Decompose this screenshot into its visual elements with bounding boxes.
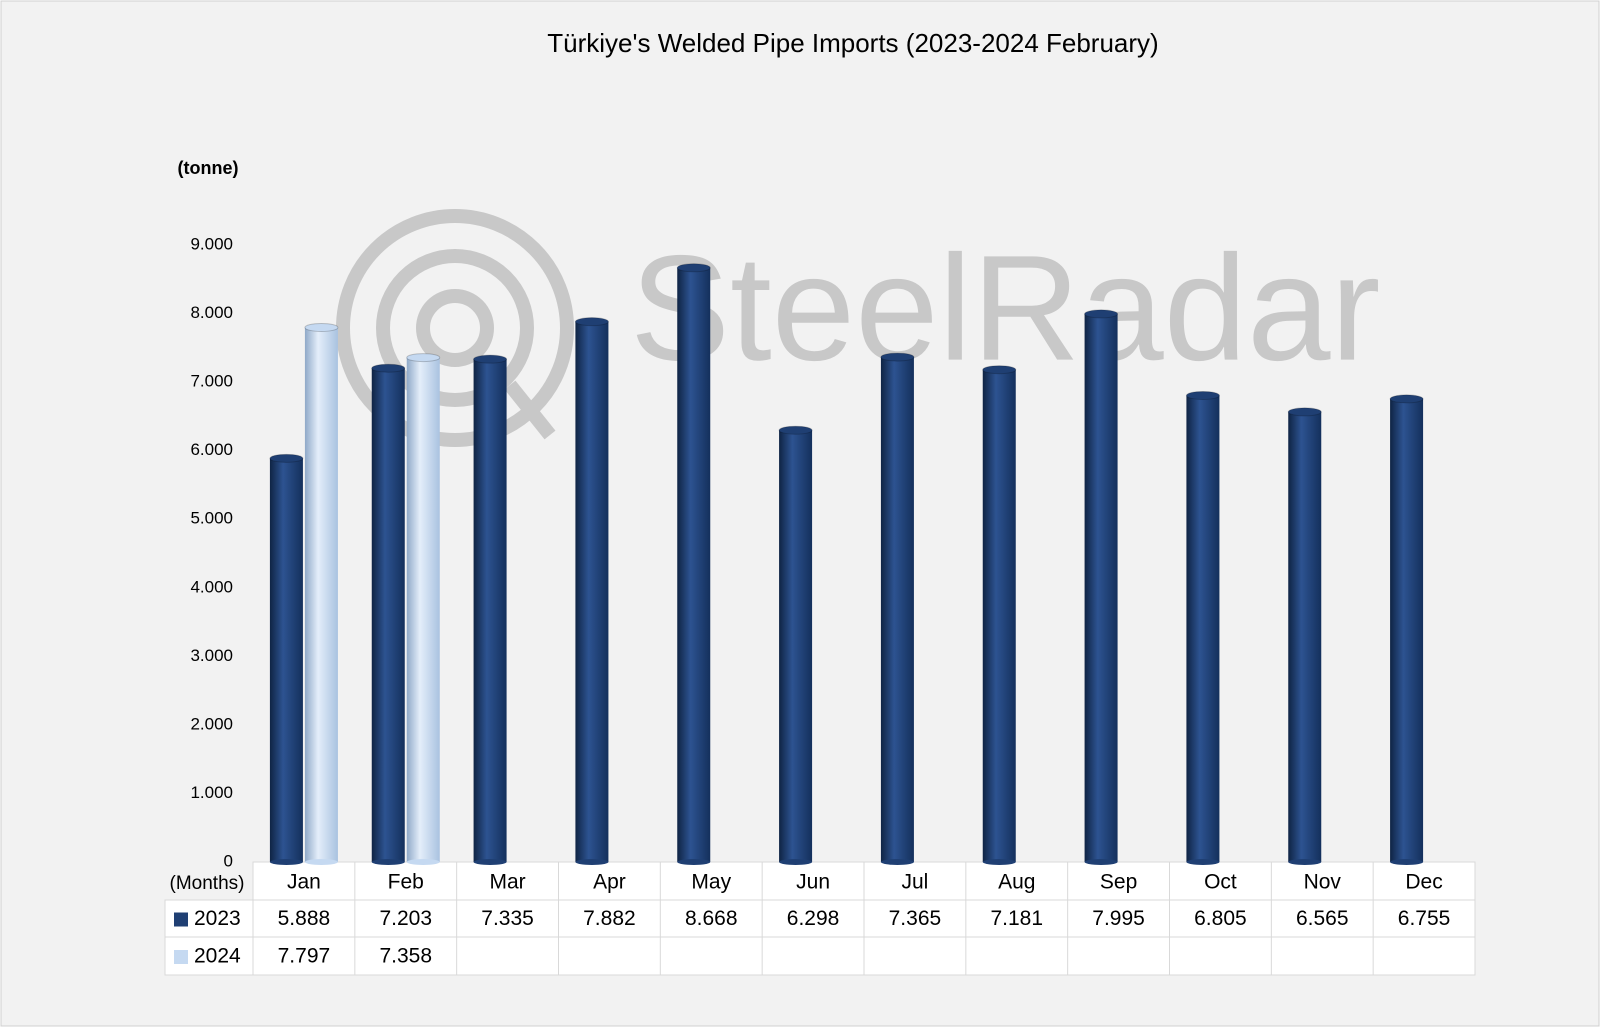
x-tick-label: Jul bbox=[901, 871, 928, 894]
data-label: 5.888 bbox=[278, 907, 331, 930]
bar bbox=[1084, 313, 1118, 863]
data-label: 6.755 bbox=[1398, 907, 1451, 930]
legend-swatch bbox=[174, 950, 188, 964]
bar-top bbox=[676, 263, 711, 273]
bar-base bbox=[269, 859, 303, 865]
y-tick-label: 2.000 bbox=[190, 714, 233, 733]
y-tick-label: 3.000 bbox=[190, 646, 233, 665]
bar-base bbox=[1084, 859, 1118, 865]
bar bbox=[304, 327, 338, 863]
bar-top bbox=[880, 352, 915, 362]
bar-base bbox=[982, 859, 1016, 865]
bar bbox=[779, 430, 813, 862]
y-tick-label: 7.000 bbox=[190, 372, 233, 391]
y-tick-label: 8.000 bbox=[190, 303, 233, 322]
bar-top bbox=[269, 453, 304, 463]
bar-base bbox=[779, 859, 813, 865]
bar-base bbox=[1288, 859, 1322, 865]
bar-top bbox=[371, 363, 406, 373]
bar bbox=[473, 359, 507, 862]
x-tick-label: Feb bbox=[388, 871, 424, 894]
bar bbox=[677, 267, 711, 862]
data-label: 7.335 bbox=[481, 907, 534, 930]
legend-swatch bbox=[174, 912, 188, 927]
x-axis-label: (Months) bbox=[170, 873, 245, 894]
watermark: SteelRadar bbox=[630, 224, 1380, 392]
bar bbox=[1288, 411, 1322, 862]
bar-top bbox=[778, 425, 813, 435]
y-tick-label: 4.000 bbox=[190, 577, 233, 596]
bar-base bbox=[880, 859, 914, 865]
bar-top bbox=[574, 317, 609, 327]
bar-top bbox=[473, 354, 508, 364]
y-tick-label: 0 bbox=[224, 851, 233, 870]
x-tick-label: Nov bbox=[1304, 871, 1342, 894]
y-tick-label: 9.000 bbox=[190, 234, 233, 253]
data-label: 7.203 bbox=[379, 907, 432, 930]
bar-top bbox=[406, 353, 441, 363]
y-tick-label: 1.000 bbox=[190, 783, 233, 802]
y-tick-label: 5.000 bbox=[190, 509, 233, 528]
x-tick-label: Mar bbox=[489, 871, 525, 894]
bar bbox=[371, 368, 405, 862]
data-label: 6.565 bbox=[1296, 907, 1349, 930]
bar bbox=[269, 458, 303, 862]
bar-top bbox=[1287, 407, 1322, 417]
bar bbox=[982, 369, 1016, 862]
bar-base bbox=[677, 859, 711, 865]
bar-top bbox=[1185, 390, 1220, 400]
bar bbox=[1390, 398, 1424, 862]
data-label: 7.882 bbox=[583, 907, 636, 930]
x-tick-label: Sep bbox=[1100, 871, 1137, 894]
data-label: 8.668 bbox=[685, 907, 738, 930]
chart-title: Türkiye's Welded Pipe Imports (2023-2024… bbox=[547, 28, 1158, 58]
x-tick-label: Jan bbox=[287, 871, 321, 894]
bar-base bbox=[1186, 859, 1220, 865]
bar-base bbox=[473, 859, 507, 865]
bar-top bbox=[1389, 394, 1424, 404]
data-label: 7.181 bbox=[990, 907, 1043, 930]
y-axis-label: (tonne) bbox=[178, 158, 239, 178]
legend-label: 2023 bbox=[194, 907, 241, 930]
bar-top bbox=[982, 365, 1017, 375]
data-label: 6.805 bbox=[1194, 907, 1247, 930]
x-tick-label: Apr bbox=[593, 871, 626, 894]
x-tick-label: Jun bbox=[796, 871, 830, 894]
bar bbox=[575, 321, 609, 862]
data-label: 7.797 bbox=[278, 945, 331, 968]
bar-base bbox=[304, 859, 338, 865]
y-tick-label: 6.000 bbox=[190, 440, 233, 459]
data-label: 7.995 bbox=[1092, 907, 1145, 930]
data-label: 6.298 bbox=[787, 907, 840, 930]
bar-base bbox=[1390, 859, 1424, 865]
bar bbox=[1186, 395, 1220, 862]
data-label: 7.365 bbox=[889, 907, 942, 930]
bar-base bbox=[575, 859, 609, 865]
legend-label: 2024 bbox=[194, 945, 241, 968]
watermark-logo bbox=[336, 209, 574, 447]
bar-top bbox=[304, 322, 339, 332]
x-tick-label: May bbox=[691, 871, 731, 894]
bar-top bbox=[1084, 309, 1119, 319]
bar bbox=[406, 357, 440, 862]
data-label: 7.358 bbox=[379, 945, 432, 968]
x-tick-label: Oct bbox=[1204, 871, 1237, 894]
bar-base bbox=[406, 859, 440, 865]
x-tick-label: Aug bbox=[998, 871, 1035, 894]
bar-base bbox=[371, 859, 405, 865]
x-tick-label: Dec bbox=[1405, 871, 1442, 894]
bar bbox=[880, 357, 914, 862]
